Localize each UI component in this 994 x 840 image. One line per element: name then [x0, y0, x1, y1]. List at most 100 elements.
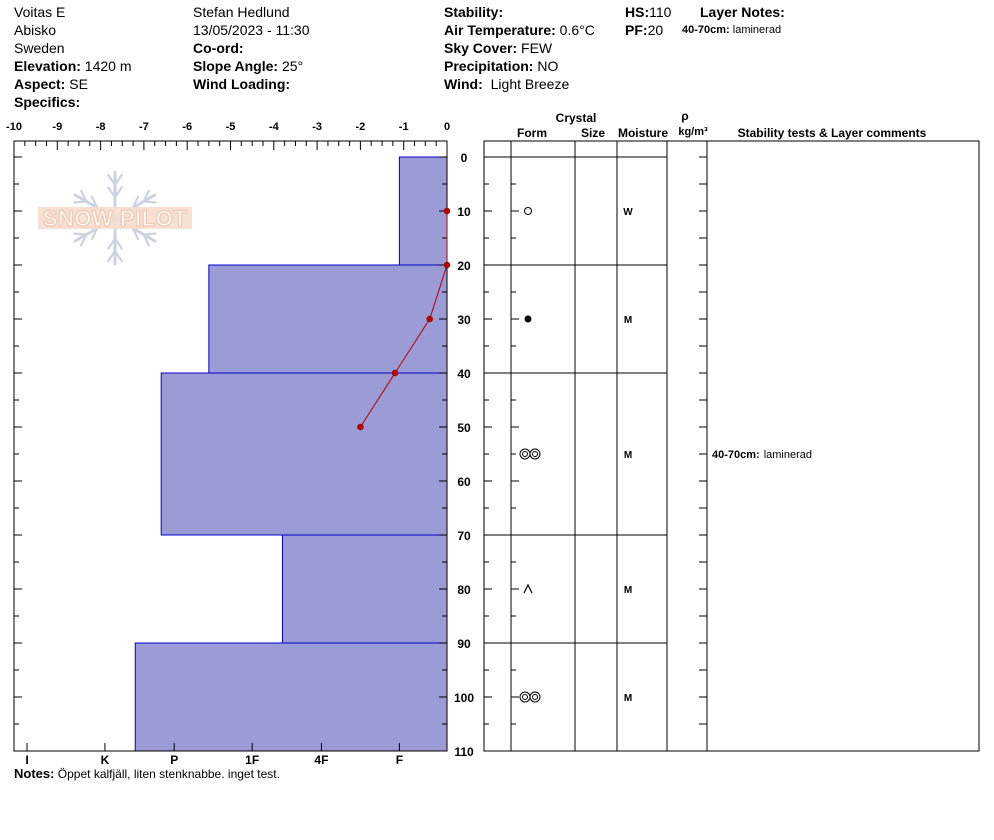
aspect-value: SE — [69, 76, 88, 92]
aspect: Aspect: SE — [14, 75, 88, 93]
precipitation-value: NO — [537, 58, 559, 74]
depth-tick-label: 40 — [457, 367, 471, 381]
moisture-header: Moisture — [618, 126, 668, 140]
pf-label: PF: — [625, 22, 648, 38]
temp-tick-label: -5 — [226, 121, 236, 133]
country-name: Sweden — [14, 40, 65, 56]
hardness-tick-label: I — [25, 753, 28, 767]
comments-header: Stability tests & Layer comments — [738, 126, 927, 140]
slope-angle-value: 25° — [281, 58, 304, 74]
air-temperature-label: Air Temperature: — [444, 22, 556, 38]
temp-tick-label: -7 — [139, 121, 149, 133]
moisture-value: M — [624, 315, 632, 326]
snowflake-branch — [107, 237, 117, 250]
snowflake-branch — [142, 232, 157, 236]
depth-tick-label: 20 — [457, 259, 471, 273]
air-temperature-value: 0.6°C — [559, 22, 595, 38]
snowflake-branch — [113, 237, 123, 250]
snowflake-branch — [131, 226, 146, 230]
hardness-bar-5 — [134, 642, 448, 752]
depth-tick-label: 30 — [457, 313, 471, 327]
crystal-cluster-icon — [532, 451, 538, 457]
depth-tick-label: 110 — [454, 745, 474, 759]
snowflake-branch — [142, 189, 150, 203]
snowflake-arm — [113, 216, 157, 243]
observation-datetime: 13/05/2023 - 11:30 — [193, 22, 310, 38]
hardness-bars — [134, 156, 448, 752]
snowflake-branch — [73, 232, 88, 236]
notes-text: Öppet kalfjäll, liten stenknabbe. inget … — [57, 767, 280, 781]
temp-tick-label: -1 — [399, 121, 409, 133]
snowflake-branch — [142, 200, 157, 204]
snowflake-branch — [131, 206, 146, 210]
moisture-value: M — [624, 585, 632, 596]
temperature-point — [443, 261, 451, 269]
temp-tick-label: -9 — [52, 121, 62, 133]
snowflake-branch — [84, 226, 99, 230]
layer-note-range: 40-70cm: — [682, 24, 730, 36]
layer-comment-range: 40-70cm: — [712, 449, 760, 461]
specifics-label: Specifics: — [14, 94, 81, 110]
hs: HS:110 — [625, 3, 671, 21]
layer-comment: 40-70cm: laminerad — [712, 449, 812, 461]
hardness-tick-label: F — [396, 753, 403, 767]
notes-label: Notes: — [14, 766, 55, 781]
size-header: Size — [581, 126, 605, 140]
temp-tick-label: -2 — [356, 121, 366, 133]
hardness-bar-3 — [160, 372, 448, 536]
layer-table: W M M M M 40-70cm: laminerad — [483, 140, 980, 752]
snowflake-branch — [142, 233, 150, 247]
snowpilot-logo-text: SNOW PILOT — [43, 206, 187, 231]
crystal-rounded-icon — [524, 207, 532, 215]
hardness-tick-label: 1F — [245, 753, 259, 767]
depth-tick-label: 90 — [457, 637, 471, 651]
hs-label: HS: — [625, 4, 650, 20]
crystal-melt-form-icon — [524, 315, 532, 323]
snowflake-branch — [131, 195, 140, 209]
temp-tick-label: -3 — [312, 121, 322, 133]
snowflake-branch — [80, 233, 88, 247]
snowflake-branch — [113, 173, 123, 186]
moisture-value: W — [623, 207, 633, 218]
temperature-profile — [357, 207, 451, 431]
temperature-point — [357, 423, 364, 431]
snowflake-icon — [38, 170, 192, 266]
moisture-value: M — [624, 693, 632, 704]
pf: PF:20 — [625, 21, 663, 39]
crystal-faceted-icon — [523, 583, 533, 594]
sky-cover-value: FEW — [521, 40, 553, 56]
crystal-cluster-icon — [522, 451, 528, 457]
depth-tick-label: 80 — [457, 583, 471, 597]
snowflake-branch — [84, 206, 99, 210]
wind-loading-label: Wind Loading: — [193, 76, 291, 92]
temp-tick-label: -4 — [269, 121, 280, 133]
depth-tick-label: 60 — [457, 475, 471, 489]
form-header: Form — [517, 126, 547, 140]
moisture-value: M — [624, 450, 632, 461]
air-temperature: Air Temperature: 0.6°C — [444, 21, 595, 39]
precipitation: Precipitation: NO — [444, 57, 558, 75]
elevation-label: Elevation: — [14, 58, 81, 74]
slope-angle-label: Slope Angle: — [193, 58, 279, 74]
notes: Notes: Öppet kalfjäll, liten stenknabbe.… — [14, 766, 280, 781]
location-name: Voitas E — [14, 4, 66, 20]
layer-note-text: laminerad — [732, 24, 782, 36]
snowflake-branch — [131, 227, 140, 241]
elevation: Elevation: 1420 m — [14, 57, 132, 75]
snowflake-branch — [80, 189, 88, 203]
temperature-point — [443, 207, 451, 215]
sky-cover-label: Sky Cover: — [444, 40, 518, 56]
crystal-cluster-icon — [529, 448, 541, 460]
crystal-cluster-icon — [522, 694, 528, 700]
depth-tick-label: 10 — [457, 205, 471, 219]
logo-band — [38, 207, 192, 229]
layer-note: 40-70cm: laminerad — [682, 24, 781, 36]
snowpilot-logo: SNOW PILOT — [38, 170, 192, 266]
wind: Wind: Light Breeze — [444, 75, 569, 93]
pf-value: 20 — [647, 22, 664, 38]
sky-cover: Sky Cover: FEW — [444, 39, 552, 57]
hardness-bar-2 — [208, 264, 448, 374]
coord-label: Co-ord: — [193, 40, 244, 56]
chart-frame: -10 -9 -8 -7 -6 -5 -4 -3 -2 -1 0010203040506070809… — [6, 121, 474, 767]
